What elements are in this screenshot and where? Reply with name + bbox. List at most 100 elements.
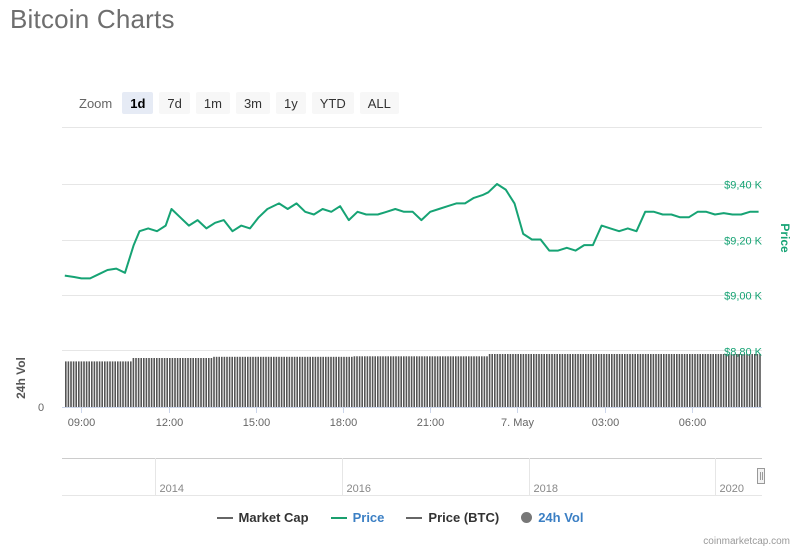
volume-bar xyxy=(327,356,330,407)
legend-price-btc[interactable]: Price (BTC) xyxy=(406,510,499,525)
volume-bar xyxy=(644,354,647,407)
volume-bar xyxy=(725,354,727,407)
volume-bar xyxy=(416,356,418,407)
volume-bar xyxy=(691,354,694,407)
zoom-1m-button[interactable]: 1m xyxy=(195,92,230,114)
volume-bar xyxy=(598,354,600,407)
volume-bar xyxy=(400,356,402,407)
volume-bar xyxy=(210,358,213,407)
credit-link[interactable]: coinmarketcap.com xyxy=(703,536,790,547)
volume-bar xyxy=(405,356,408,407)
volume-bar xyxy=(236,356,239,407)
volume-bar xyxy=(410,356,413,407)
volume-bar xyxy=(696,354,699,407)
volume-bar xyxy=(728,354,730,407)
volume-bar xyxy=(262,356,265,407)
legend-market-cap[interactable]: Market Cap xyxy=(216,510,309,525)
volume-bar xyxy=(702,354,704,407)
volume-bar xyxy=(629,354,631,407)
volume-bar xyxy=(330,356,332,407)
zoom-1y-button[interactable]: 1y xyxy=(276,92,306,114)
volume-bar xyxy=(200,358,202,407)
volume-bar xyxy=(556,354,558,407)
volume-bar xyxy=(241,356,244,407)
volume-bar xyxy=(611,354,613,407)
volume-bar xyxy=(546,354,548,407)
navigator-tick-label: 2020 xyxy=(720,483,744,495)
volume-bar xyxy=(205,358,207,407)
navigator-tick-label: 2014 xyxy=(160,483,184,495)
volume-bar xyxy=(340,356,343,407)
volume-bar xyxy=(382,356,384,407)
volume-bar xyxy=(265,356,267,407)
volume-bar xyxy=(322,356,324,407)
volume-bar xyxy=(592,354,595,407)
volume-bar xyxy=(234,356,236,407)
volume-bar xyxy=(681,354,683,407)
volume-bar xyxy=(353,356,356,407)
volume-bar xyxy=(436,356,439,407)
volume-bar xyxy=(338,356,340,407)
volume-bar xyxy=(153,358,155,407)
volume-bar xyxy=(257,356,259,407)
zoom-3m-button[interactable]: 3m xyxy=(235,92,270,114)
navigator[interactable]: 2014 2016 2018 2020 xyxy=(62,458,765,496)
page-title: Bitcoin Charts xyxy=(10,4,175,34)
volume-bar xyxy=(174,358,176,407)
volume-bar xyxy=(252,356,254,407)
volume-bar xyxy=(166,358,168,407)
legend-24h-vol[interactable]: 24h Vol xyxy=(521,510,583,525)
zoom-1d-button[interactable]: 1d xyxy=(122,92,154,114)
volume-bar xyxy=(637,354,639,407)
volume-bar xyxy=(132,358,135,407)
volume-bar xyxy=(527,354,530,407)
volume-bar xyxy=(566,354,569,407)
volume-bar xyxy=(603,354,605,407)
volume-bar xyxy=(218,356,220,407)
legend-price-btc-swatch xyxy=(406,516,423,519)
volume-bar xyxy=(98,361,101,407)
volume-bar xyxy=(434,356,436,407)
volume-bar xyxy=(117,361,119,407)
volume-bar xyxy=(660,354,662,407)
navigator-tick-label: 2016 xyxy=(347,483,371,495)
volume-bar xyxy=(694,354,696,407)
price-axis-title: Price xyxy=(778,223,792,253)
volume-bar xyxy=(707,354,709,407)
zoom-all-button[interactable]: ALL xyxy=(359,92,399,114)
volume-bar xyxy=(171,358,174,407)
volume-bar xyxy=(403,356,405,407)
volume-bar xyxy=(299,356,301,407)
volume-bar xyxy=(465,356,467,407)
volume-bar xyxy=(613,354,616,407)
volume-bar xyxy=(239,356,241,407)
volume-bar xyxy=(478,356,480,407)
zoom-7d-button[interactable]: 7d xyxy=(159,92,190,114)
volume-bar xyxy=(267,356,270,407)
volume-axis-title: 24h Vol xyxy=(14,357,28,399)
volume-bar xyxy=(145,358,148,407)
x-tick-label: 12:00 xyxy=(156,417,184,429)
legend-market-cap-swatch xyxy=(216,516,233,519)
volume-bar xyxy=(163,358,166,407)
zoom-ytd-button[interactable]: YTD xyxy=(311,92,354,114)
volume-bar xyxy=(413,356,415,407)
volume-bar xyxy=(642,354,644,407)
price-tick-label: $9,40 K xyxy=(724,180,763,192)
volume-bar xyxy=(595,354,597,407)
legend-price[interactable]: Price xyxy=(330,510,384,525)
volume-bar xyxy=(228,356,231,407)
x-tick-label: 06:00 xyxy=(679,417,707,429)
volume-bar xyxy=(559,354,561,407)
volume-bar xyxy=(296,356,298,407)
volume-bar xyxy=(278,356,280,407)
volume-bar xyxy=(470,356,473,407)
volume-bar xyxy=(306,356,309,407)
volume-bar xyxy=(312,356,314,407)
volume-bar xyxy=(657,354,660,407)
volume-bar xyxy=(369,356,371,407)
volume-bar xyxy=(686,354,688,407)
volume-bar xyxy=(283,356,285,407)
volume-bar xyxy=(525,354,527,407)
volume-bar xyxy=(447,356,449,407)
